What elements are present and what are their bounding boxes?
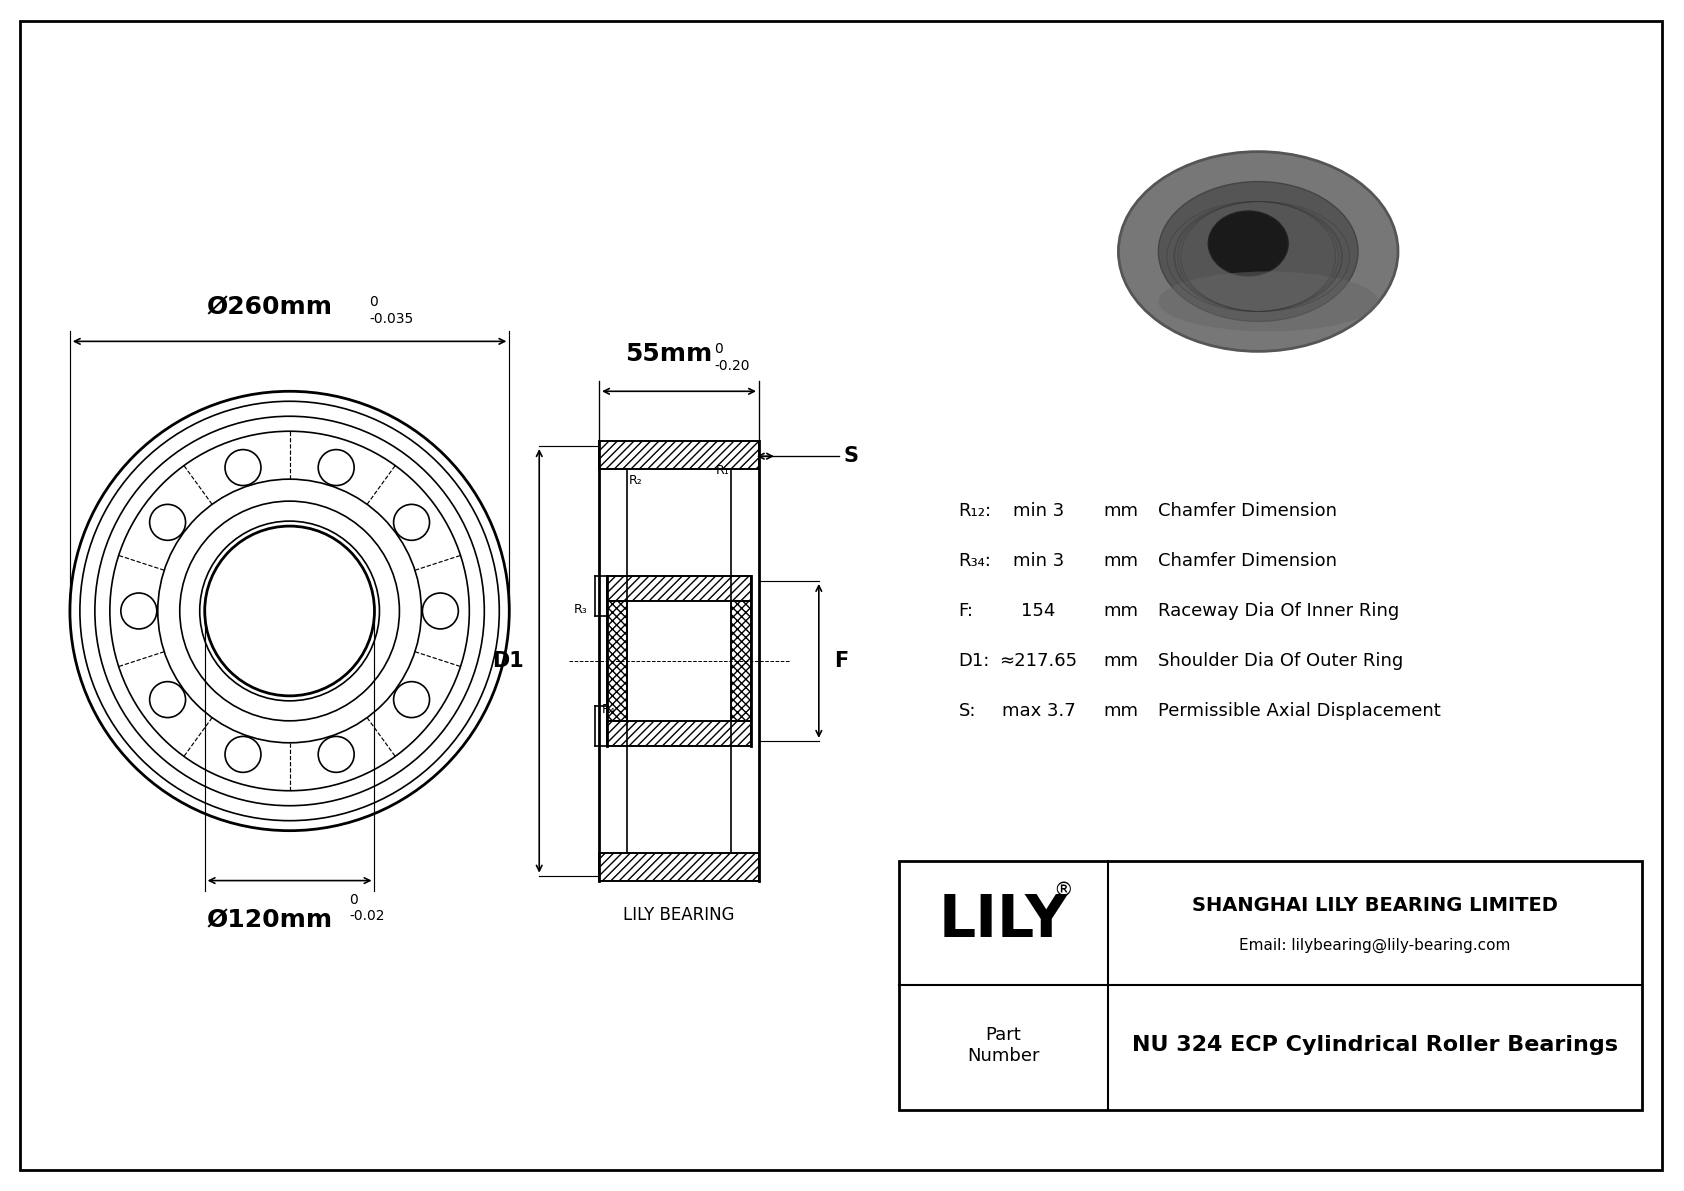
Ellipse shape: [1209, 211, 1288, 276]
Text: -0.035: -0.035: [369, 312, 414, 326]
Text: 154: 154: [1021, 601, 1056, 621]
Text: F:: F:: [958, 601, 973, 621]
Bar: [600, 441, 759, 469]
Bar: [600, 441, 759, 469]
Text: Chamfer Dimension: Chamfer Dimension: [1159, 503, 1337, 520]
Text: F: F: [834, 651, 849, 671]
Text: min 3: min 3: [1012, 553, 1064, 570]
Ellipse shape: [1118, 151, 1398, 351]
Text: 0: 0: [714, 342, 722, 356]
Text: Ø260mm: Ø260mm: [207, 295, 333, 319]
Text: R₂: R₂: [630, 474, 643, 487]
Text: ®: ®: [1054, 881, 1073, 900]
Text: 55mm: 55mm: [625, 342, 712, 367]
Ellipse shape: [1159, 272, 1378, 331]
Text: SHANGHAI LILY BEARING LIMITED: SHANGHAI LILY BEARING LIMITED: [1192, 896, 1558, 915]
Bar: [600, 853, 759, 880]
Text: D1:: D1:: [958, 651, 990, 669]
Text: Raceway Dia Of Inner Ring: Raceway Dia Of Inner Ring: [1159, 601, 1399, 621]
Bar: [608, 576, 751, 601]
Text: LILY: LILY: [940, 892, 1068, 949]
Bar: [608, 601, 626, 721]
Text: mm: mm: [1103, 553, 1138, 570]
Bar: [608, 721, 751, 746]
Bar: [608, 721, 751, 746]
Text: R₄: R₄: [603, 703, 616, 716]
Bar: [600, 853, 759, 880]
Text: mm: mm: [1103, 503, 1138, 520]
Text: Shoulder Dia Of Outer Ring: Shoulder Dia Of Outer Ring: [1159, 651, 1403, 669]
Bar: [608, 576, 751, 601]
Bar: [899, 861, 1642, 1110]
Text: LILY BEARING: LILY BEARING: [623, 905, 734, 923]
Bar: [731, 601, 751, 721]
Text: max 3.7: max 3.7: [1002, 701, 1076, 719]
Ellipse shape: [1159, 181, 1357, 322]
Text: NU 324 ECP Cylindrical Roller Bearings: NU 324 ECP Cylindrical Roller Bearings: [1132, 1035, 1618, 1055]
Text: Email: lilybearing@lily-bearing.com: Email: lilybearing@lily-bearing.com: [1239, 937, 1511, 953]
Text: R₁: R₁: [716, 464, 729, 478]
Text: Part
Number: Part Number: [967, 1025, 1039, 1065]
Text: S: S: [844, 447, 859, 466]
Text: 0: 0: [350, 892, 359, 906]
Text: -0.02: -0.02: [350, 909, 386, 923]
Text: ≈217.65: ≈217.65: [1000, 651, 1078, 669]
Text: Chamfer Dimension: Chamfer Dimension: [1159, 553, 1337, 570]
Text: mm: mm: [1103, 651, 1138, 669]
Text: mm: mm: [1103, 601, 1138, 621]
Text: -0.20: -0.20: [714, 360, 749, 373]
Text: 0: 0: [369, 295, 379, 310]
Text: mm: mm: [1103, 701, 1138, 719]
Text: D1: D1: [492, 651, 524, 671]
Text: R₁₂:: R₁₂:: [958, 503, 992, 520]
Text: R₃₄:: R₃₄:: [958, 553, 992, 570]
Text: Ø120mm: Ø120mm: [207, 909, 333, 933]
Text: R₃: R₃: [574, 603, 588, 616]
Text: Permissible Axial Displacement: Permissible Axial Displacement: [1159, 701, 1442, 719]
Text: min 3: min 3: [1012, 503, 1064, 520]
Ellipse shape: [1194, 201, 1293, 281]
Text: S:: S:: [958, 701, 977, 719]
